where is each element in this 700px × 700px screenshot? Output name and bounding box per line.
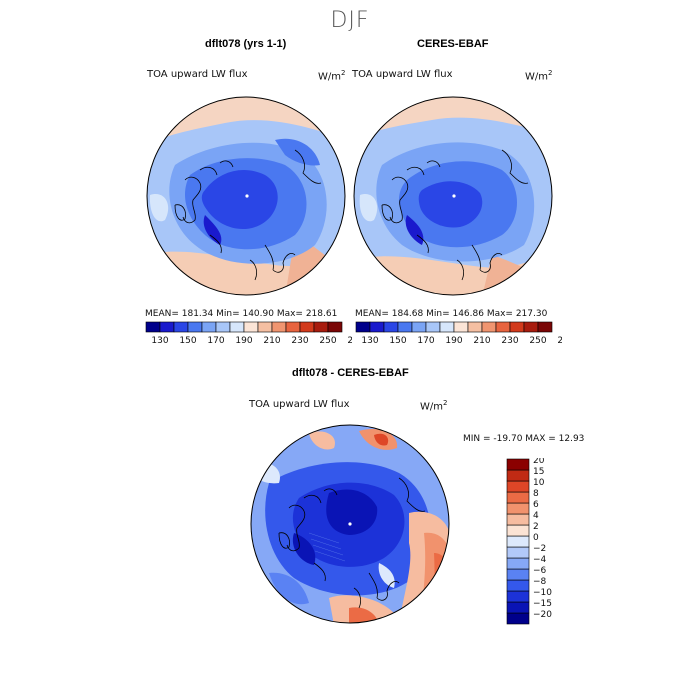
colorbar-obs-tick-label: 190 <box>445 336 462 346</box>
colorbar-obs-tick-label: 270 <box>557 336 562 346</box>
colorbar-model-tick-label: 150 <box>179 336 196 346</box>
colorbar-model-tick-label: 130 <box>151 336 168 346</box>
panel-diff-map <box>250 424 450 624</box>
colorbar-model-cell <box>299 321 315 333</box>
colorbar-model-cell <box>215 321 231 333</box>
colorbar-diff-cell <box>506 491 530 504</box>
colorbar-model-cell <box>229 321 245 333</box>
colorbar-model-cell <box>243 321 259 333</box>
panel-model-title: dflt078 (yrs 1-1) <box>205 38 287 50</box>
colorbar-model-tick-label: 270 <box>347 336 352 346</box>
panel-model-map <box>146 96 346 296</box>
colorbar-obs-cell <box>411 321 427 333</box>
colorbar-diff-cell <box>506 524 530 537</box>
colorbar-obs: 130 150 170 190 210 230 250 270 <box>355 321 562 346</box>
panel-diff-title: dflt078 - CERES-EBAF <box>292 367 409 379</box>
colorbar-model-tick-label: 190 <box>235 336 252 346</box>
colorbar-diff-cell <box>506 469 530 482</box>
colorbar-diff-cell <box>506 601 530 614</box>
colorbar-diff-tick-label: 2 <box>533 522 539 532</box>
colorbar-diff-tick-label: −6 <box>533 566 547 576</box>
panel-model-stats: MEAN= 181.34 Min= 140.90 Max= 218.61 <box>145 309 338 319</box>
colorbar-obs-cell <box>369 321 385 333</box>
colorbar-model-cell <box>145 321 161 333</box>
colorbar-diff-tick-label: 20 <box>533 458 545 466</box>
colorbar-obs-cell <box>523 321 539 333</box>
colorbar-obs-cell <box>355 321 371 333</box>
colorbar-diff-cell <box>506 513 530 526</box>
colorbar-obs-tick-label: 210 <box>473 336 490 346</box>
colorbar-diff-cell <box>506 480 530 493</box>
colorbar-diff-cell <box>506 557 530 570</box>
colorbar-model-tick-label: 250 <box>319 336 336 346</box>
colorbar-model-cell <box>257 321 273 333</box>
colorbar-diff-tick-label: 8 <box>533 489 539 499</box>
colorbar-obs-cell <box>481 321 497 333</box>
colorbar-obs-cell <box>495 321 511 333</box>
colorbar-model-cell <box>313 321 329 333</box>
panel-obs-map <box>353 96 553 296</box>
colorbar-diff-tick-label: 0 <box>533 533 539 543</box>
colorbar-obs-cell <box>537 321 553 333</box>
colorbar-diff-tick-label: −20 <box>533 610 552 620</box>
colorbar-diff-cell <box>506 546 530 559</box>
colorbar-obs-tick-label: 170 <box>417 336 434 346</box>
panel-obs-units: W/m2 <box>525 69 553 83</box>
colorbar-obs-cell <box>509 321 525 333</box>
colorbar-obs-tick-label: 130 <box>361 336 378 346</box>
panel-model-units: W/m2 <box>318 69 346 83</box>
colorbar-obs-tick-label: 250 <box>529 336 546 346</box>
colorbar-obs-cell <box>425 321 441 333</box>
panel-diff-variable: TOA upward LW flux <box>249 399 350 410</box>
panel-obs-stats: MEAN= 184.68 Min= 146.86 Max= 217.30 <box>355 309 548 319</box>
colorbar-diff-cell <box>506 612 530 625</box>
colorbar-obs-cell <box>383 321 399 333</box>
colorbar-model-cell <box>285 321 301 333</box>
colorbar-diff-tick-label: −4 <box>533 555 547 565</box>
colorbar-model: 130 150 170 190 210 230 250 270 <box>145 321 352 346</box>
colorbar-diff-cell <box>506 579 530 592</box>
colorbar-model-cell <box>201 321 217 333</box>
panel-diff-minmax: MIN = -19.70 MAX = 12.93 <box>463 434 585 444</box>
panel-obs-title: CERES-EBAF <box>417 38 489 50</box>
colorbar-obs-cell <box>453 321 469 333</box>
colorbar-obs-cell <box>397 321 413 333</box>
colorbar-diff-cell <box>506 535 530 548</box>
colorbar-model-tick-label: 230 <box>291 336 308 346</box>
colorbar-model-tick-label: 170 <box>207 336 224 346</box>
colorbar-model-cell <box>327 321 343 333</box>
colorbar-obs-cell <box>467 321 483 333</box>
colorbar-diff-cell <box>506 568 530 581</box>
colorbar-diff-tick-label: 4 <box>533 511 539 521</box>
colorbar-diff-tick-label: 10 <box>533 478 545 488</box>
colorbar-diff-cell <box>506 590 530 603</box>
colorbar-model-cell <box>173 321 189 333</box>
colorbar-model-cell <box>187 321 203 333</box>
colorbar-obs-tick-label: 150 <box>389 336 406 346</box>
panel-obs-variable: TOA upward LW flux <box>352 69 453 80</box>
figure-title: DJF <box>330 8 370 33</box>
colorbar-diff-tick-label: −10 <box>533 588 552 598</box>
colorbar-diff-tick-label: −2 <box>533 544 546 554</box>
colorbar-diff-tick-label: −8 <box>533 577 547 587</box>
colorbar-diff-tick-label: −15 <box>533 599 552 609</box>
colorbar-diff-cell <box>506 458 530 471</box>
colorbar-diff-cell <box>506 502 530 515</box>
colorbar-model-tick-label: 210 <box>263 336 280 346</box>
colorbar-diff-tick-label: 6 <box>533 500 539 510</box>
colorbar-model-cell <box>159 321 175 333</box>
colorbar-diff-tick-label: 15 <box>533 467 544 477</box>
colorbar-obs-cell <box>439 321 455 333</box>
panel-diff-units: W/m2 <box>420 399 448 413</box>
colorbar-obs-tick-label: 230 <box>501 336 518 346</box>
panel-model-variable: TOA upward LW flux <box>147 69 248 80</box>
colorbar-model-cell <box>271 321 287 333</box>
